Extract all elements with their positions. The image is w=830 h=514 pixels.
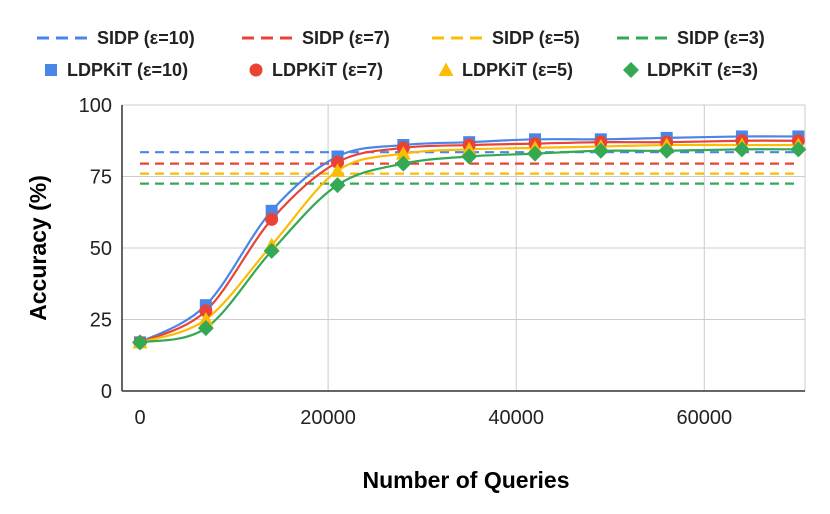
legend-label-ldpkit-0: LDPKiT (ε=10) xyxy=(67,60,188,80)
legend-label-ldpkit-1: LDPKiT (ε=7) xyxy=(272,60,383,80)
legend-label-sidp-1: SIDP (ε=7) xyxy=(302,28,390,48)
series-3-point-5 xyxy=(461,148,478,165)
series-3-point-7 xyxy=(592,142,609,159)
series-3-point-2 xyxy=(263,242,280,259)
tick-labels: 0 25 50 75 100 0 20000 40000 60000 xyxy=(79,95,732,429)
axes xyxy=(121,105,805,392)
series-3-point-9 xyxy=(733,141,750,158)
y-tick-label-25: 25 xyxy=(90,310,112,332)
x-tick-label-40000: 40000 xyxy=(488,407,544,429)
series-3-point-4 xyxy=(395,155,412,172)
series-1-point-1 xyxy=(199,304,213,318)
series-3-point-3 xyxy=(329,177,346,194)
legend: SIDP (ε=10) SIDP (ε=7) SIDP (ε=5) SIDP (ε=3… xyxy=(37,28,765,80)
y-axis-title: Accuracy (%) xyxy=(25,175,51,321)
series-2-point-1 xyxy=(198,312,214,326)
series-3-point-10 xyxy=(790,141,807,158)
series-line-3 xyxy=(139,148,799,344)
y-tick-label-75: 75 xyxy=(90,167,112,189)
ldpkit-markers xyxy=(132,130,807,351)
legend-swatch-ldpkit-3 xyxy=(623,62,639,78)
series-line-1 xyxy=(139,139,799,344)
x-tick-label-20000: 20000 xyxy=(300,407,356,429)
x-axis-title: Number of Queries xyxy=(362,467,569,493)
legend-label-sidp-3: SIDP (ε=3) xyxy=(677,28,765,48)
x-tick-label-0: 0 xyxy=(134,407,145,429)
x-tick-label-60000: 60000 xyxy=(676,407,732,429)
series-3-point-0 xyxy=(132,334,148,351)
legend-swatch-ldpkit-0 xyxy=(45,64,57,76)
legend-label-ldpkit-2: LDPKiT (ε=5) xyxy=(462,60,573,80)
series-3-point-6 xyxy=(527,145,544,162)
legend-label-sidp-2: SIDP (ε=5) xyxy=(492,28,580,48)
series-2-point-4 xyxy=(395,146,411,160)
series-2-point-3 xyxy=(330,163,346,177)
series-3-point-1 xyxy=(197,320,214,337)
sidp-baselines xyxy=(140,151,799,185)
legend-label-sidp-0: SIDP (ε=10) xyxy=(97,28,195,48)
legend-swatch-ldpkit-2 xyxy=(438,62,454,76)
series-3-point-8 xyxy=(658,142,675,159)
series-1-point-2 xyxy=(265,212,279,226)
legend-swatch-ldpkit-1 xyxy=(249,63,263,77)
y-tick-label-0: 0 xyxy=(101,381,112,403)
series-1-point-3 xyxy=(331,155,345,169)
series-line-2 xyxy=(139,143,799,344)
ldpkit-curves xyxy=(139,135,799,344)
y-tick-label-50: 50 xyxy=(90,238,112,260)
y-tick-label-100: 100 xyxy=(79,95,112,117)
legend-label-ldpkit-3: LDPKiT (ε=3) xyxy=(647,60,758,80)
series-line-0 xyxy=(139,135,799,344)
